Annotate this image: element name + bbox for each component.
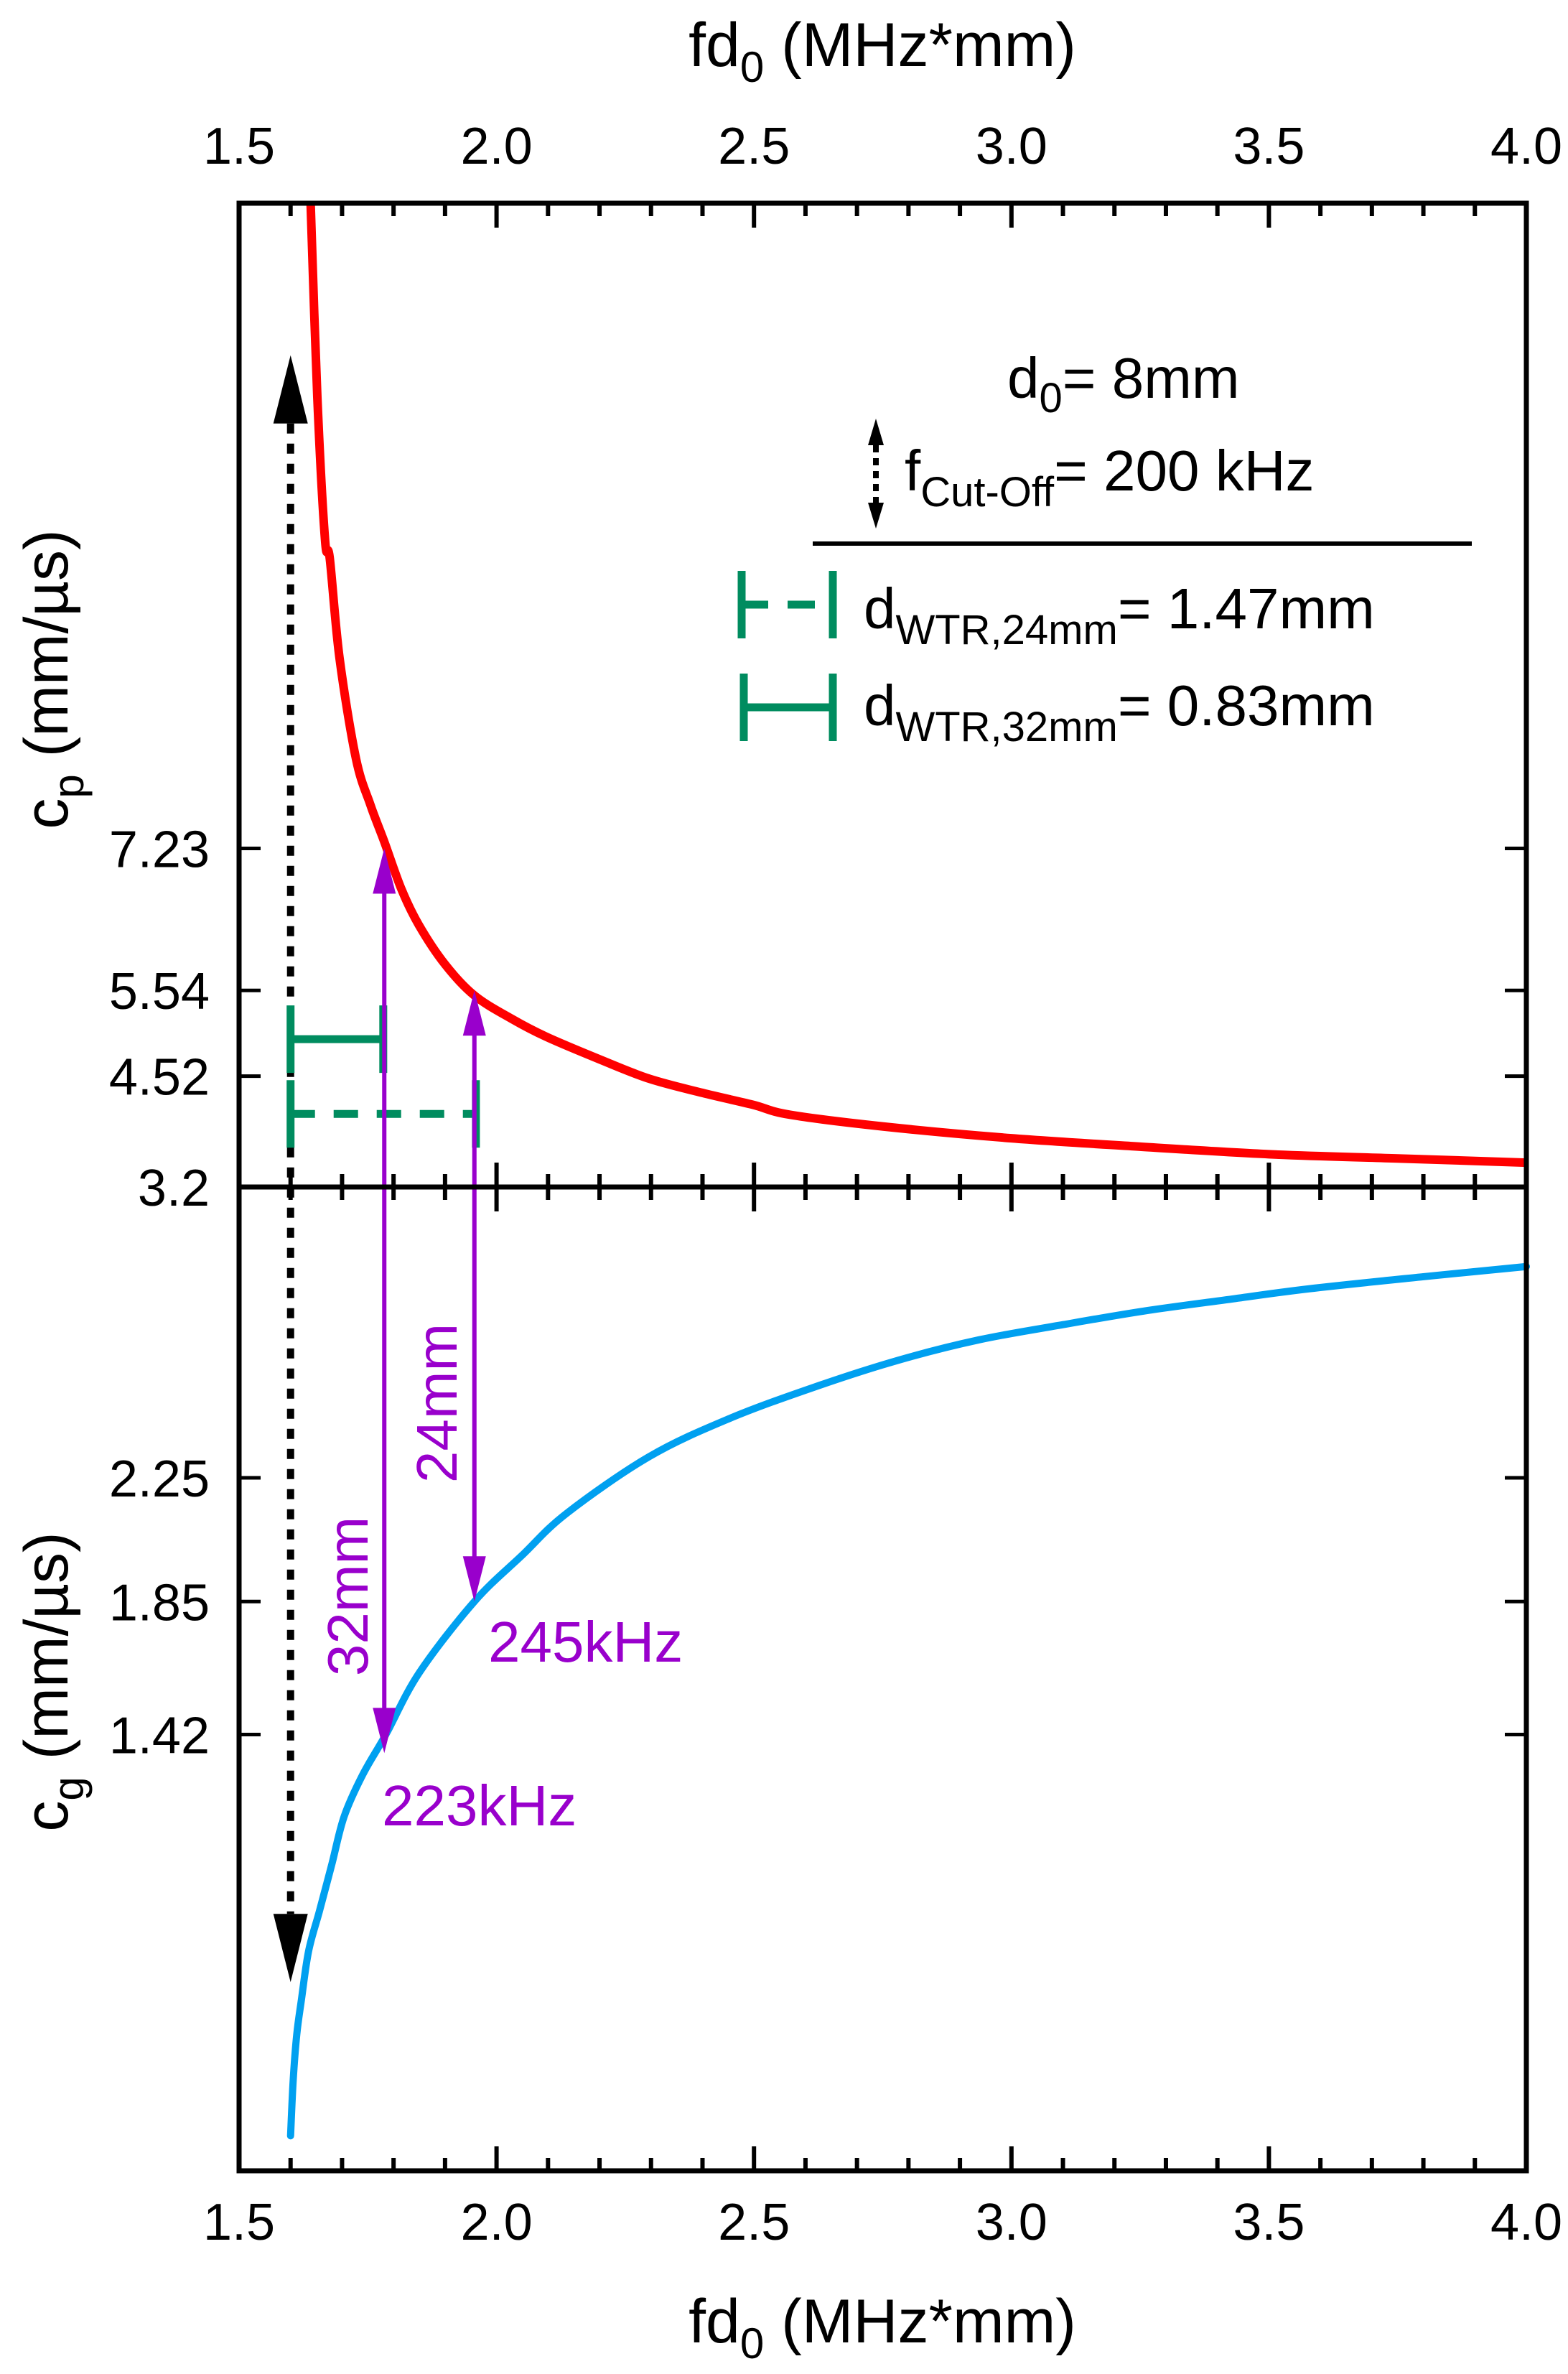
curves [286, 203, 1530, 2140]
cg-curve [286, 1262, 1530, 2140]
y-tick-label-cg: 1.42 [109, 1708, 210, 1765]
top-x-tick-labels: 1.5 2.0 2.5 3.0 3.5 4.0 [203, 118, 1562, 175]
x-tick-label-top: 3.5 [1233, 118, 1305, 175]
x-tick-label-top: 3.0 [976, 118, 1047, 175]
y-tick-label-cp: 3.2 [138, 1160, 210, 1217]
bottom-y-axis-title: cg (mm/µs) [12, 1532, 93, 1831]
label-245khz: 245kHz [488, 1610, 683, 1674]
bottom-x-axis-title: fd0 (MHz*mm) [689, 2287, 1076, 2368]
legend: d0= 8mm fCut-Off= 200 kHz dWTR,24mm= 1.4… [737, 346, 1472, 750]
x-tick-label-bottom: 4.0 [1490, 2194, 1562, 2251]
top-y-axis-title: cp (mm/µs) [12, 529, 93, 829]
x-tick-label-top: 2.5 [718, 118, 790, 175]
x-tick-label-bottom: 1.5 [203, 2194, 275, 2251]
legend-wtr-32mm: dWTR,32mm= 0.83mm [864, 674, 1375, 750]
axis-ticks [237, 203, 1529, 2171]
legend-wtr-24mm: dWTR,24mm= 1.47mm [864, 577, 1375, 653]
legend-dashed-bar-icon [737, 571, 837, 638]
label-24mm: 24mm [405, 1323, 469, 1483]
x-tick-label-top: 2.0 [461, 118, 533, 175]
cutoff-arrow-up-icon [273, 355, 308, 424]
arrow-24mm [462, 990, 486, 1602]
x-tick-label-bottom: 2.0 [461, 2194, 533, 2251]
x-tick-label-top: 1.5 [203, 118, 275, 175]
y-tick-label-cg: 2.25 [109, 1451, 210, 1508]
top-x-axis-title: fd0 (MHz*mm) [689, 11, 1076, 91]
arrow-32mm [373, 848, 396, 1754]
wtr-32mm-bar [286, 1005, 388, 1074]
legend-cutoff-arrow-icon [868, 419, 884, 529]
x-tick-label-top: 4.0 [1490, 118, 1562, 175]
arrow-down-icon [373, 1708, 396, 1754]
y-tick-label-cg: 1.85 [109, 1574, 210, 1631]
cutoff-arrow-down-icon [273, 1914, 308, 1983]
arrow-up-icon [462, 990, 486, 1036]
legend-fcutoff: fCut-Off= 200 kHz [905, 439, 1315, 516]
x-tick-label-bottom: 3.5 [1233, 2194, 1305, 2251]
x-tick-label-bottom: 2.5 [718, 2194, 790, 2251]
y-tick-labels: 7.23 5.54 4.52 3.2 2.25 1.85 1.42 [109, 821, 210, 1765]
arrow-down-icon [462, 1556, 486, 1602]
y-tick-label-cp: 4.52 [109, 1049, 210, 1107]
label-32mm: 32mm [316, 1517, 380, 1676]
arrow-up-icon [373, 848, 396, 894]
legend-d0: d0= 8mm [1007, 346, 1239, 422]
annotations [273, 355, 486, 1983]
y-tick-label-cp: 7.23 [109, 821, 210, 879]
x-tick-label-bottom: 3.0 [976, 2194, 1047, 2251]
label-223khz: 223kHz [382, 1774, 577, 1838]
y-tick-label-cp: 5.54 [109, 963, 210, 1020]
cp-curve [306, 203, 1527, 1168]
bottom-x-tick-labels: 1.5 2.0 2.5 3.0 3.5 4.0 [203, 2194, 1562, 2251]
legend-solid-bar-icon [739, 674, 837, 741]
